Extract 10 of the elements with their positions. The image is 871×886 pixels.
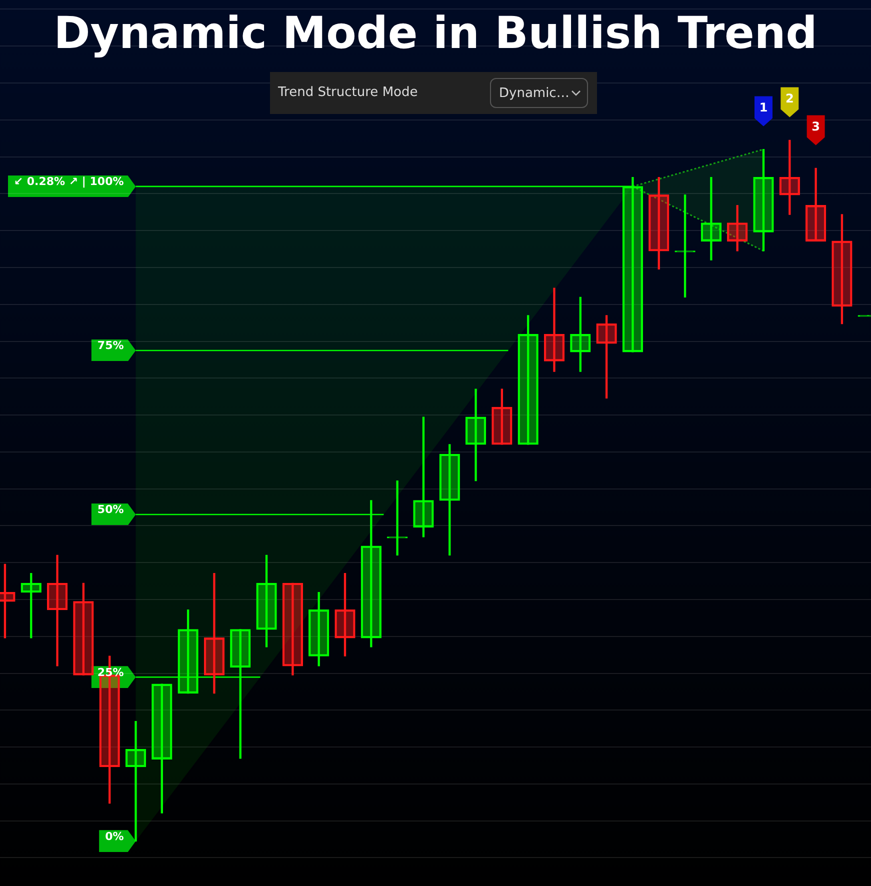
annotation: 75% bbox=[91, 339, 136, 362]
text: 3 bbox=[812, 119, 820, 134]
text: Dynamic… bbox=[499, 86, 570, 101]
annotation: 50% bbox=[91, 503, 136, 526]
chart-title: Dynamic Mode in Bullish Trend bbox=[52, 8, 818, 59]
annotation: 0% bbox=[99, 830, 136, 852]
annotation: ↙ 0.28% ↗ | 100% bbox=[8, 175, 136, 198]
text: 1 bbox=[759, 100, 768, 114]
text: 2 bbox=[785, 91, 794, 106]
text: Trend Structure Mode bbox=[278, 85, 418, 100]
